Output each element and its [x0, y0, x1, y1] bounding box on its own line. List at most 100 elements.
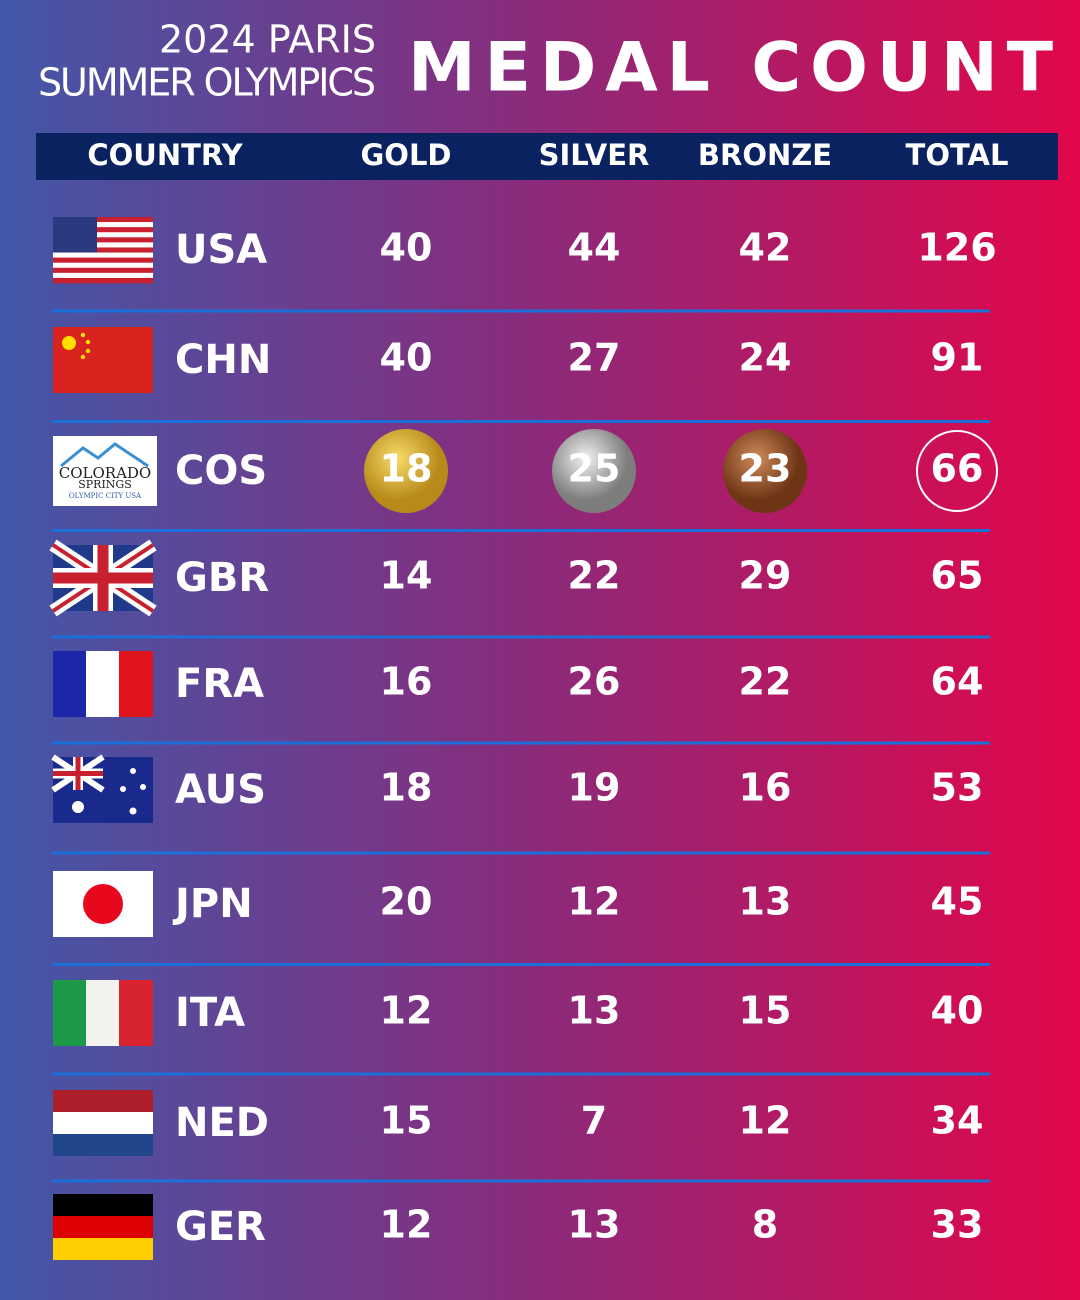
flag-part: [53, 436, 157, 506]
flag: [49, 539, 157, 617]
medal-count: 22: [739, 660, 792, 704]
medal-count: 25: [568, 447, 621, 491]
medal-count: 27: [568, 336, 621, 380]
flag-part: [53, 651, 87, 717]
flag-part: [53, 1112, 153, 1134]
medal-count: 65: [931, 554, 984, 598]
flag-part: [53, 980, 87, 1046]
flag: [53, 651, 153, 717]
table-body: USA 40 44 42 126 CHN 40 27 24 91 COLORADOSPRINGSOL…: [49, 217, 998, 1260]
flag-part: [53, 227, 153, 233]
column-header: SILVER: [539, 138, 650, 172]
medal-count: 14: [380, 554, 433, 598]
medal-count: 53: [931, 766, 984, 810]
medal-count: 7: [581, 1099, 607, 1143]
flag-part: [119, 651, 153, 717]
logo-mountains: [60, 442, 149, 468]
medal-count: 13: [568, 989, 621, 1033]
medal-count: 91: [931, 336, 984, 380]
medal-count: 33: [931, 1203, 984, 1247]
medal-count: 16: [380, 660, 433, 704]
medal-count: 40: [380, 226, 433, 270]
flag-star: [130, 768, 136, 774]
header-bar: [36, 133, 1058, 180]
flag-part: [53, 1194, 153, 1216]
flag-star: [62, 336, 76, 350]
medal-count: 12: [380, 989, 433, 1033]
country-code: FRA: [175, 661, 264, 707]
flag-part: [53, 217, 153, 223]
flag-part: [53, 267, 153, 274]
flag: [53, 1194, 153, 1260]
country-code: USA: [175, 227, 267, 273]
flag-part: [53, 252, 153, 258]
flag: [53, 217, 153, 284]
column-header: GOLD: [360, 138, 451, 172]
medal-count: 22: [568, 554, 621, 598]
medal-count: 18: [380, 766, 433, 810]
logo-text: SPRINGS: [78, 478, 132, 491]
flag-part: [53, 545, 153, 611]
medal-badge: [364, 429, 448, 513]
medal-count: 44: [568, 226, 621, 270]
country-code: ITA: [175, 990, 245, 1036]
flag-star: [85, 348, 91, 354]
flag-star: [72, 801, 84, 813]
row: ITA 12 13 15 40: [52, 980, 990, 1076]
column-header: COUNTRY: [87, 138, 243, 172]
flag-part: [53, 277, 153, 284]
row: GER 12 13 8 33: [53, 1194, 983, 1260]
flag-star: [80, 332, 86, 338]
row: JPN 20 12 13 45: [52, 871, 990, 966]
flag-part: [53, 1216, 153, 1238]
flag-part: [53, 1238, 153, 1260]
flag: [51, 754, 153, 823]
medal-count: 12: [568, 880, 621, 924]
flag-part: [53, 237, 153, 243]
flag: [53, 1090, 153, 1156]
flag-part: [53, 222, 153, 228]
medal-count: 42: [739, 226, 792, 270]
subtitle: 2024 PARIS: [159, 18, 376, 62]
medal-count: 8: [752, 1203, 778, 1247]
logo-text: COLORADO: [59, 464, 151, 482]
column-header: BRONZE: [698, 138, 832, 172]
flag: [53, 327, 153, 393]
medal-count: 13: [568, 1203, 621, 1247]
flag-star: [140, 784, 146, 790]
flag-star: [85, 339, 91, 345]
row: USA 40 44 42 126: [52, 217, 997, 313]
medal-count: 16: [739, 766, 792, 810]
row: CHN 40 27 24 91: [52, 327, 990, 423]
medal-count: 66: [931, 447, 984, 491]
flag: [53, 871, 153, 937]
medal-count: 45: [931, 880, 984, 924]
country-code: AUS: [175, 767, 266, 813]
medal-count: 64: [931, 660, 984, 704]
subtitle: SUMMER OLYMPICS: [38, 61, 376, 105]
flag-part: [86, 980, 120, 1046]
medal-count: 12: [739, 1099, 792, 1143]
medal-count: 12: [380, 1203, 433, 1247]
flag-part: [119, 980, 153, 1046]
medal-count: 19: [568, 766, 621, 810]
row: GBR 14 22 29 65: [49, 539, 990, 639]
logo-text: OLYMPIC CITY USA: [69, 492, 142, 500]
flag-star: [80, 354, 86, 360]
medal-count: 29: [739, 554, 792, 598]
flag-star: [120, 786, 126, 792]
country-code: COS: [175, 448, 267, 494]
column-header: TOTAL: [906, 138, 1009, 172]
country-code: JPN: [172, 881, 253, 927]
title: MEDAL COUNT: [408, 29, 1054, 108]
row: FRA 16 26 22 64: [52, 651, 990, 745]
medal-count: 24: [739, 336, 792, 380]
country-code: GER: [175, 1204, 266, 1250]
medal-count: 20: [380, 880, 433, 924]
medal-count: 34: [931, 1099, 984, 1143]
flag-part: [53, 217, 97, 253]
flag-part: [53, 247, 153, 253]
